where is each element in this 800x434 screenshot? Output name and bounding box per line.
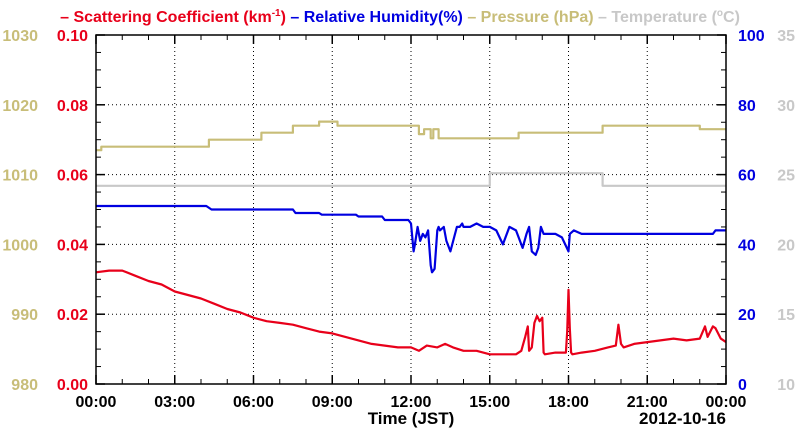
temperature-tick-label: 10 bbox=[777, 377, 795, 394]
series-line-temperature bbox=[96, 172, 726, 187]
humidity-tick-label: 40 bbox=[738, 237, 756, 254]
series-line-scattering bbox=[95, 269, 727, 356]
pressure-tick-label: 1000 bbox=[2, 237, 38, 254]
humidity-tick-label: 0 bbox=[738, 377, 747, 394]
x-tick-label: 15:00 bbox=[469, 394, 510, 411]
series-lines bbox=[95, 120, 727, 356]
x-tick-label: 12:00 bbox=[391, 394, 432, 411]
pressure-tick-label: 990 bbox=[11, 307, 38, 324]
x-tick-label: 18:00 bbox=[548, 394, 589, 411]
legend-entry: – Relative Humidity(%) bbox=[286, 9, 463, 26]
x-tick-label: 00:00 bbox=[706, 394, 747, 411]
scattering-tick-label: 0.02 bbox=[57, 307, 88, 324]
series-line-pressure bbox=[96, 120, 726, 152]
legend-text: – Scattering Coefficient (km-1) – Relati… bbox=[60, 8, 740, 26]
scattering-tick-label: 0.00 bbox=[57, 377, 88, 394]
temperature-tick-label: 15 bbox=[777, 307, 795, 324]
tick-labels: 00:00 03:00 06:00 09:00 12:00 15:00 18:00 21:00… bbox=[2, 28, 795, 411]
x-tick-label: 09:00 bbox=[312, 394, 353, 411]
pressure-tick-label: 1010 bbox=[2, 168, 38, 185]
legend-entry: – Temperature ( bbox=[594, 9, 718, 26]
pressure-tick-label: 1030 bbox=[2, 28, 38, 45]
legend-superscript: o bbox=[717, 8, 723, 19]
temperature-tick-label: 35 bbox=[777, 28, 795, 45]
temperature-tick-label: 25 bbox=[777, 168, 795, 185]
legend-tail: ) bbox=[281, 9, 286, 26]
date-label: 2012-10-16 bbox=[639, 409, 726, 428]
scattering-tick-label: 0.10 bbox=[57, 28, 88, 45]
x-axis-title: Time (JST) bbox=[368, 409, 455, 428]
x-tick-label: 03:00 bbox=[154, 394, 195, 411]
legend-entry: – Scattering Coefficient (km bbox=[60, 9, 272, 26]
scattering-tick-label: 0.04 bbox=[57, 237, 88, 254]
series-line-humidity bbox=[96, 204, 726, 274]
tick-marks bbox=[95, 34, 727, 385]
legend-tail: C) bbox=[723, 9, 740, 26]
scattering-tick-label: 0.06 bbox=[57, 168, 88, 185]
temperature-tick-label: 20 bbox=[777, 237, 795, 254]
humidity-tick-label: 80 bbox=[738, 98, 756, 115]
temperature-tick-label: 30 bbox=[777, 98, 795, 115]
legend-entry: – Pressure (hPa) bbox=[463, 9, 594, 26]
x-tick-label: 06:00 bbox=[233, 394, 274, 411]
x-tick-label: 21:00 bbox=[627, 394, 668, 411]
humidity-tick-label: 100 bbox=[738, 28, 765, 45]
humidity-tick-label: 60 bbox=[738, 168, 756, 185]
legend: – Scattering Coefficient (km-1) – Relati… bbox=[60, 8, 740, 26]
x-tick-label: 00:00 bbox=[76, 394, 117, 411]
pressure-tick-label: 1020 bbox=[2, 98, 38, 115]
pressure-tick-label: 980 bbox=[11, 377, 38, 394]
grid bbox=[96, 35, 726, 384]
scattering-tick-label: 0.08 bbox=[57, 98, 88, 115]
humidity-tick-label: 20 bbox=[738, 307, 756, 324]
legend-superscript: -1 bbox=[272, 8, 281, 19]
